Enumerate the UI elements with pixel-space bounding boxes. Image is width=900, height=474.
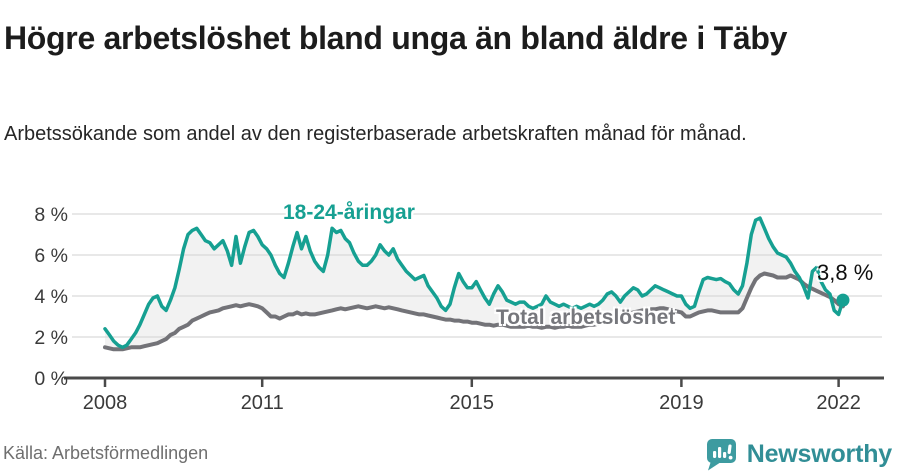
- y-tick-label: 8 %: [34, 204, 68, 226]
- page-subtitle: Arbetssökande som andel av den registerb…: [4, 123, 747, 145]
- series-line-total: [103, 271, 845, 352]
- series-label-total: Total arbetslöshet: [496, 306, 676, 329]
- y-tick-label: 6 %: [34, 245, 68, 267]
- chart-area: 2008 2011 2015 2019 2022 0 % 2 % 4 % 6 % 8 %: [0, 185, 900, 425]
- newsworthy-logo-icon: [706, 439, 736, 471]
- newsworthy-logo: Newsworthy: [704, 438, 892, 471]
- x-tick-label: 2008: [83, 392, 128, 414]
- x-tick-label: 2011: [241, 392, 284, 414]
- x-tick-label: 2015: [450, 392, 495, 414]
- x-tick-label: 2022: [816, 392, 861, 414]
- y-tick-label: 0 %: [34, 368, 68, 390]
- y-tick-label: 4 %: [34, 286, 68, 308]
- speech-bubble-shape: [706, 439, 736, 471]
- x-tick-label: 2019: [659, 392, 704, 414]
- y-tick-label: 2 %: [34, 327, 68, 349]
- series-line-youth: [103, 216, 845, 350]
- source-note: Källa: Arbetsförmedlingen: [3, 443, 209, 463]
- bar-chart-glyph: [712, 444, 733, 460]
- latest-value-annotation: 3,8 %: [817, 260, 874, 285]
- series-label-youth: 18-24-åringar: [283, 201, 415, 224]
- series-gap-area: [105, 218, 843, 350]
- unemployment-chart: 2008 2011 2015 2019 2022 0 % 2 % 4 % 6 % 8 %: [34, 204, 884, 414]
- page-title: Högre arbetslöshet bland unga än bland ä…: [4, 20, 788, 57]
- latest-value-dot: [836, 293, 850, 307]
- newsworthy-logo-text: Newsworthy: [746, 440, 892, 468]
